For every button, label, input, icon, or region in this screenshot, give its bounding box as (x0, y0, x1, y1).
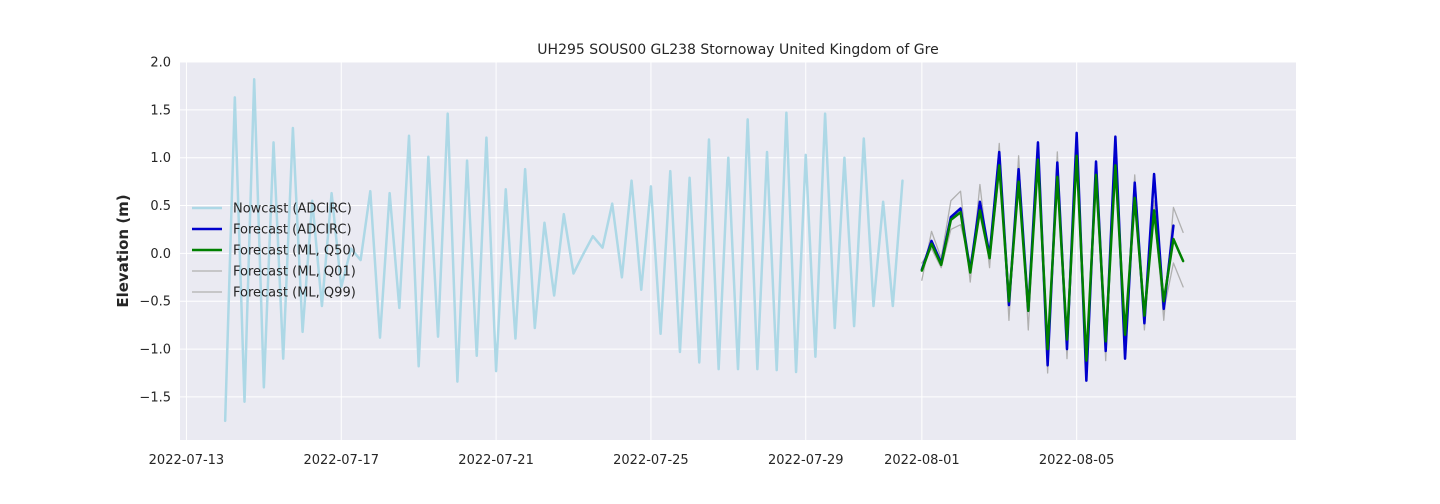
y-tick-label: −1.5 (139, 390, 171, 405)
x-tick-labels: 2022-07-13 2022-07-17 2022-07-21 2022-07-25… (149, 453, 1115, 468)
grid-x (185, 62, 1078, 440)
y-tick-label: 1.0 (150, 151, 171, 166)
chart-title: UH295 SOUS00 GL238 Stornoway United King… (537, 42, 938, 58)
x-tick-label: 2022-07-17 (303, 453, 379, 468)
x-tick-label: 2022-07-29 (768, 453, 844, 468)
y-tick-label: −0.5 (139, 295, 171, 310)
series-line (920, 154, 1185, 362)
x-tick-label: 2022-08-05 (1039, 453, 1115, 468)
legend: Nowcast (ADCIRC) Forecast (ADCIRC) Forecas… (192, 202, 356, 301)
y-tick-labels: −1.5 −1.0 −0.5 0.0 0.5 1.0 1.5 2.0 (139, 56, 171, 406)
legend-entry: Nowcast (ADCIRC) (233, 202, 352, 217)
legend-entry: Forecast (ML, Q50) (233, 244, 356, 259)
series-line (223, 77, 904, 423)
y-tick-label: 2.0 (150, 56, 171, 71)
y-tick-label: 0.5 (150, 199, 171, 214)
legend-entry: Forecast (ML, Q01) (233, 265, 356, 280)
x-tick-label: 2022-07-21 (458, 453, 534, 468)
y-tick-label: 1.5 (150, 103, 171, 118)
y-tick-label: 0.0 (150, 247, 171, 262)
x-tick-label: 2022-07-13 (149, 453, 225, 468)
series-layer (223, 77, 1185, 423)
legend-entry: Forecast (ADCIRC) (233, 223, 352, 238)
x-tick-label: 2022-08-01 (884, 453, 960, 468)
y-tick-label: −1.0 (139, 343, 171, 358)
y-axis-label: Elevation (m) (114, 194, 132, 307)
legend-entry: Forecast (ML, Q99) (233, 286, 356, 301)
x-tick-label: 2022-07-25 (613, 453, 689, 468)
